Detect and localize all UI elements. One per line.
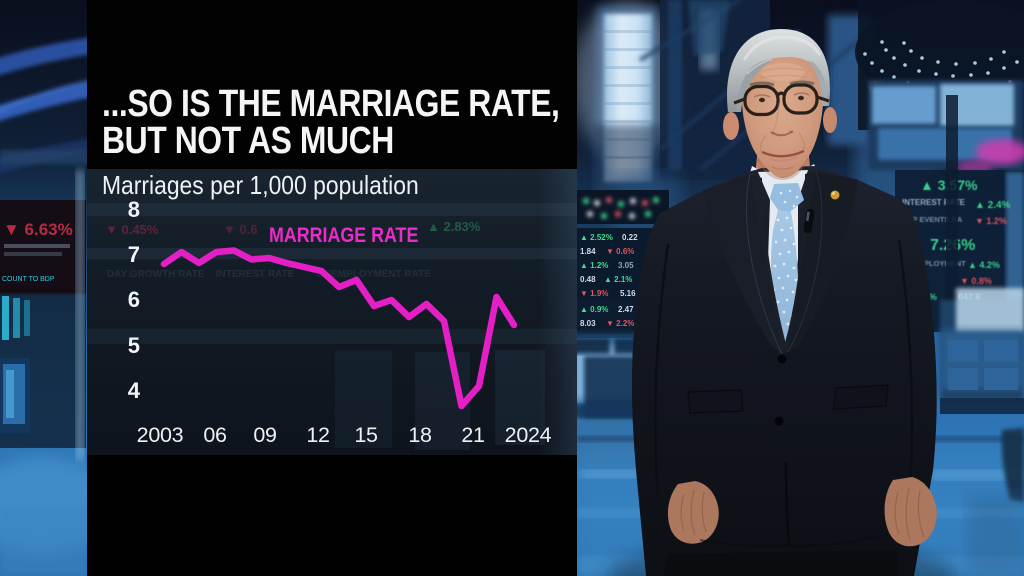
svg-text:▲ 2.4%: ▲ 2.4% bbox=[975, 200, 1011, 211]
svg-text:▼ 0.8%: ▼ 0.8% bbox=[960, 276, 992, 286]
svg-text:▲ 1.2%: ▲ 1.2% bbox=[580, 261, 608, 270]
svg-text:▼ 1.2%: ▼ 1.2% bbox=[975, 216, 1007, 226]
svg-text:2.47: 2.47 bbox=[618, 305, 634, 314]
svg-text:INTEREST RATE: INTEREST RATE bbox=[902, 198, 966, 207]
svg-text:3.05: 3.05 bbox=[618, 261, 634, 270]
svg-text:▲ 2.1%: ▲ 2.1% bbox=[604, 275, 632, 284]
svg-text:UNEMPLOYMENT: UNEMPLOYMENT bbox=[902, 259, 966, 268]
svg-text:▼ 0.6%: ▼ 0.6% bbox=[606, 247, 634, 256]
svg-text:▲ 0.9%: ▲ 0.9% bbox=[580, 305, 608, 314]
svg-text:8.03: 8.03 bbox=[580, 319, 596, 328]
svg-text:COUNT TO BDP: COUNT TO BDP bbox=[2, 276, 55, 283]
svg-text:KEP EVENTS RA: KEP EVENTS RA bbox=[902, 215, 963, 224]
svg-text:0.22: 0.22 bbox=[622, 233, 638, 242]
svg-text:1.84: 1.84 bbox=[580, 247, 596, 256]
svg-text:0.48: 0.48 bbox=[580, 275, 596, 284]
svg-text:▼ 2.2%: ▼ 2.2% bbox=[606, 319, 634, 328]
svg-text:▼ 1.9%: ▼ 1.9% bbox=[580, 289, 608, 298]
svg-text:▲ 2.52%: ▲ 2.52% bbox=[580, 233, 613, 242]
svg-text:5.16: 5.16 bbox=[620, 289, 636, 298]
svg-text:▼ 6.63%: ▼ 6.63% bbox=[3, 220, 73, 239]
svg-text:▲ 4.2%: ▲ 4.2% bbox=[968, 260, 1000, 270]
